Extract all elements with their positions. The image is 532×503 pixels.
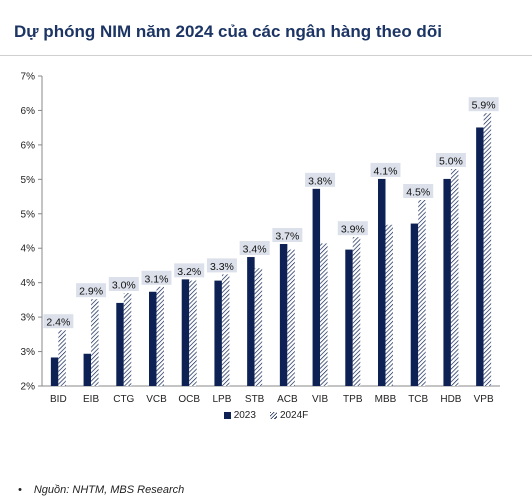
x-tick-label: OCB	[178, 394, 200, 405]
bar-2023	[279, 244, 288, 386]
x-tick-label: ACB	[277, 394, 298, 405]
x-tick-label: CTG	[113, 394, 134, 405]
bar-2024f	[320, 243, 328, 386]
data-label-box	[239, 241, 270, 256]
legend-swatch-2023	[223, 412, 231, 419]
chart-legend: 2023 2024F	[0, 410, 532, 421]
bar-2023	[149, 291, 157, 386]
data-label-box	[337, 221, 368, 236]
data-label: 5.9%	[472, 100, 496, 112]
data-label: 3.1%	[145, 273, 169, 285]
data-label: 3.9%	[341, 224, 365, 236]
data-label: 2.9%	[79, 286, 103, 298]
x-tick-label: TCB	[408, 394, 428, 405]
data-label: 5.0%	[439, 156, 463, 168]
bar-2024f	[91, 299, 99, 386]
chart-area: 7% 6% 6% 5% 5% 4% 4% 3% 3% 2% BID 2.4% EIB 2.9% CTG 3.0…	[0, 55, 532, 441]
data-label-box	[76, 283, 107, 298]
data-label: 2.4%	[46, 317, 70, 329]
data-label-box	[305, 172, 336, 187]
bar-2024f	[385, 224, 393, 386]
bar-2023	[378, 178, 386, 386]
data-label-box	[272, 228, 303, 243]
legend-swatch-2024f	[269, 412, 277, 419]
bar-2023	[312, 188, 321, 386]
legend-label-2023: 2023	[233, 410, 256, 421]
x-tick-label: BID	[50, 394, 67, 405]
y-tick-label: 4%	[21, 278, 36, 289]
y-tick-label: 6%	[21, 140, 36, 151]
data-label-box	[403, 184, 434, 198]
x-tick-label: HDB	[440, 394, 461, 405]
bar-2024f	[418, 200, 426, 386]
x-tick-label: VCB	[146, 394, 167, 405]
y-tick-label: 5%	[21, 209, 36, 220]
bar-2023	[247, 257, 255, 386]
chart-title: Dự phóng NIM năm 2024 của các ngân hàng …	[14, 22, 442, 41]
y-tick-label: 3%	[21, 313, 36, 324]
bar-2024f	[450, 169, 459, 386]
x-tick-label: MBB	[375, 394, 397, 405]
data-label: 3.4%	[243, 244, 267, 256]
data-label: 3.7%	[275, 231, 299, 243]
data-label-box	[108, 277, 139, 291]
y-tick-label: 3%	[21, 347, 36, 358]
bar-2024f	[221, 274, 230, 386]
bar-2024f	[483, 113, 492, 386]
data-label-box	[468, 97, 499, 112]
x-tick-label: EIB	[83, 394, 99, 405]
y-tick-label: 4%	[21, 244, 36, 255]
bar-2024f	[123, 293, 132, 386]
bar-2023	[83, 353, 92, 386]
x-tick-label: LPB	[212, 394, 231, 405]
source-note: • Nguồn: NHTM, MBS Research	[18, 484, 184, 496]
bar-2023	[476, 127, 484, 387]
bar-2023	[443, 178, 451, 386]
y-tick-label: 6%	[21, 106, 36, 117]
bar-2023	[181, 279, 190, 386]
bar-2023	[50, 357, 59, 386]
data-label-box	[435, 153, 466, 167]
y-tick-label: 5%	[21, 175, 36, 186]
legend-item-2024f: 2024F	[269, 410, 309, 421]
bar-2024f	[254, 268, 263, 386]
bar-2024f	[189, 280, 197, 386]
x-tick-label: VPB	[474, 394, 494, 405]
x-tick-label: STB	[245, 394, 265, 405]
bar-2024f	[58, 330, 66, 386]
data-label: 3.3%	[210, 261, 234, 273]
data-label: 3.2%	[177, 266, 201, 278]
bar-2024f	[287, 249, 295, 386]
y-tick-label: 2%	[21, 382, 36, 393]
bar-2024f	[352, 237, 361, 386]
legend-item-2023: 2023	[223, 410, 256, 421]
data-label: 4.5%	[406, 187, 430, 199]
bar-chart: 7% 6% 6% 5% 5% 4% 4% 3% 3% 2% BID 2.4% EIB 2.9% CTG 3.0…	[21, 72, 500, 405]
bar-2024f	[156, 286, 164, 386]
data-label: 4.1%	[374, 165, 398, 177]
data-label-box	[141, 270, 172, 285]
data-label-box	[174, 263, 205, 278]
bar-2023	[116, 302, 124, 386]
data-label-box	[206, 258, 237, 273]
data-label: 3.8%	[308, 175, 332, 187]
x-tick-label: TPB	[343, 394, 363, 405]
bar-2023	[410, 223, 419, 386]
bar-2023	[214, 280, 222, 386]
source-bullet: •	[18, 484, 22, 496]
data-label-box	[370, 162, 401, 177]
legend-label-2024f: 2024F	[279, 410, 309, 421]
data-label-box	[43, 314, 74, 329]
x-tick-label: VIB	[312, 394, 328, 405]
data-label: 3.0%	[112, 280, 136, 292]
y-tick-label: 7%	[21, 72, 36, 83]
source-text: Nguồn: NHTM, MBS Research	[33, 484, 185, 496]
bar-2023	[345, 249, 353, 386]
